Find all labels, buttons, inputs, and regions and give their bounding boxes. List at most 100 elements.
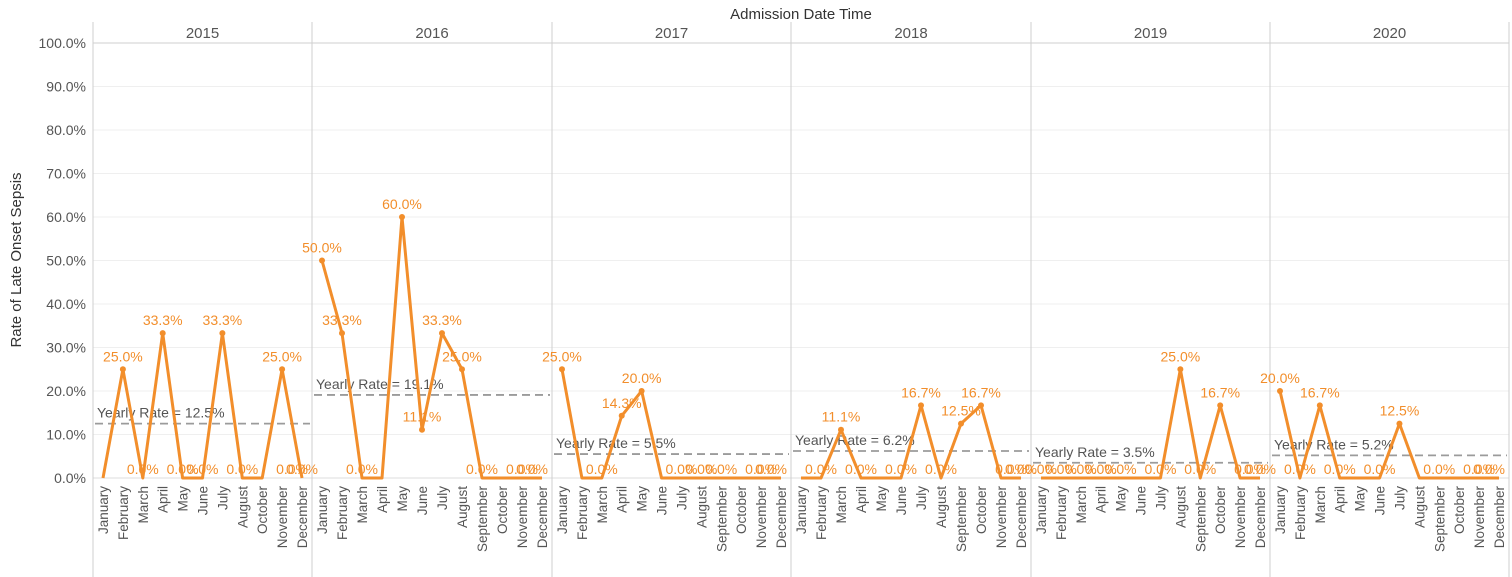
data-point	[459, 366, 465, 373]
data-point	[958, 420, 964, 427]
month-label: April	[1333, 486, 1348, 513]
data-label: 0.0%	[1463, 461, 1495, 477]
data-label: 0.0%	[1025, 461, 1057, 477]
year-label: 2018	[894, 25, 927, 42]
data-label: 16.7%	[1300, 384, 1340, 400]
data-label: 0.0%	[1144, 461, 1176, 477]
month-label: September	[714, 486, 729, 553]
data-label: 0.0%	[1005, 461, 1037, 477]
data-point	[319, 257, 325, 264]
month-label: October	[495, 486, 510, 535]
data-point	[838, 426, 844, 433]
month-label: October	[974, 486, 989, 535]
month-label: January	[96, 486, 111, 534]
year-label: 2016	[415, 25, 448, 42]
month-label: September	[475, 486, 490, 553]
data-label: 0.0%	[1423, 461, 1455, 477]
data-label: 0.0%	[226, 461, 258, 477]
data-label: 33.3%	[203, 312, 243, 328]
data-label: 0.0%	[1244, 461, 1276, 477]
data-label: 0.0%	[685, 461, 717, 477]
month-label: July	[674, 486, 689, 510]
data-label: 25.0%	[542, 348, 582, 364]
data-label: 0.0%	[1045, 461, 1077, 477]
data-label: 0.0%	[1234, 461, 1266, 477]
chart-title: Admission Date Time	[730, 6, 872, 23]
month-label: August	[694, 486, 709, 528]
data-point	[419, 426, 425, 433]
month-label: July	[1153, 486, 1168, 510]
year-label: 2017	[655, 25, 688, 42]
month-label: May	[635, 486, 650, 512]
data-label: 0.0%	[705, 461, 737, 477]
data-label: 0.0%	[1184, 461, 1216, 477]
month-label: November	[1233, 486, 1248, 549]
month-label: August	[934, 486, 949, 528]
data-label: 0.0%	[466, 461, 498, 477]
month-label: May	[874, 486, 889, 512]
series-line	[320, 215, 542, 480]
data-label: 33.3%	[422, 312, 462, 328]
y-tick-label: 40.0%	[46, 296, 86, 312]
month-label: June	[1134, 486, 1149, 515]
data-label: 25.0%	[103, 348, 143, 364]
month-label: December	[774, 486, 789, 549]
data-point	[918, 402, 924, 409]
year-panel-2016: 2016 Yearly Rate = 19.1% 50.0% 33.3% 0.0% 60.…	[302, 22, 553, 577]
data-label: 16.7%	[1200, 384, 1240, 400]
data-point	[279, 366, 286, 373]
month-label: April	[615, 486, 630, 513]
y-tick-label: 90.0%	[46, 79, 86, 95]
data-label: 0.0%	[127, 461, 159, 477]
month-label: August	[1173, 486, 1188, 528]
data-point	[119, 366, 126, 373]
data-label: 0.0%	[286, 461, 318, 477]
y-tick-label: 100.0%	[39, 35, 86, 51]
month-label: October	[1213, 486, 1228, 535]
y-axis-label: Rate of Late Onset Sepsis	[8, 172, 25, 347]
month-label: February	[575, 486, 590, 540]
data-point	[1316, 402, 1323, 409]
data-label: 0.0%	[805, 461, 837, 477]
yearly-rate-label: Yearly Rate = 5.2%	[1274, 436, 1394, 452]
yearly-rate-label: Yearly Rate = 6.2%	[795, 432, 915, 448]
month-label: August	[1412, 486, 1427, 528]
year-panel-2017: 2017 Yearly Rate = 5.5% 25.0% 0.0% 14.3% 20.0…	[542, 22, 792, 577]
month-label: May	[1353, 486, 1368, 512]
month-label: June	[894, 486, 909, 515]
y-tick-label: 60.0%	[46, 209, 86, 225]
data-label: 11.1%	[822, 409, 861, 425]
series-line	[560, 368, 781, 480]
data-label: 0.0%	[755, 461, 787, 477]
data-label: 0.0%	[1473, 461, 1505, 477]
data-label: 33.3%	[143, 312, 183, 328]
data-label: 0.0%	[167, 461, 199, 477]
month-label: February	[116, 486, 131, 540]
y-tick-label: 10.0%	[46, 427, 86, 443]
month-label: December	[535, 486, 550, 549]
data-point	[339, 330, 345, 337]
y-tick-label: 0.0%	[54, 470, 86, 486]
month-label: August	[235, 486, 250, 528]
month-label: February	[814, 486, 829, 540]
month-label: October	[255, 486, 270, 535]
y-tick-label: 80.0%	[46, 122, 86, 138]
data-label: 0.0%	[1105, 461, 1137, 477]
data-label: 0.0%	[925, 461, 957, 477]
data-label: 16.7%	[961, 384, 1001, 400]
data-label: 0.0%	[276, 461, 308, 477]
year-panel-2020: 2020 Yearly Rate = 5.2% 20.0% 0.0% 16.7% 0.0%…	[1260, 22, 1510, 577]
month-label: February	[335, 486, 350, 540]
data-point	[1277, 388, 1283, 394]
data-label: 0.0%	[1284, 461, 1316, 477]
data-point	[1396, 420, 1403, 427]
month-label: June	[196, 486, 211, 515]
data-point	[1177, 366, 1184, 373]
month-label: July	[1392, 486, 1407, 510]
month-label: March	[355, 486, 370, 524]
data-label: 0.0%	[745, 461, 777, 477]
y-tick-label: 30.0%	[46, 340, 86, 356]
data-label: 0.0%	[187, 461, 219, 477]
data-label: 12.5%	[941, 403, 981, 419]
